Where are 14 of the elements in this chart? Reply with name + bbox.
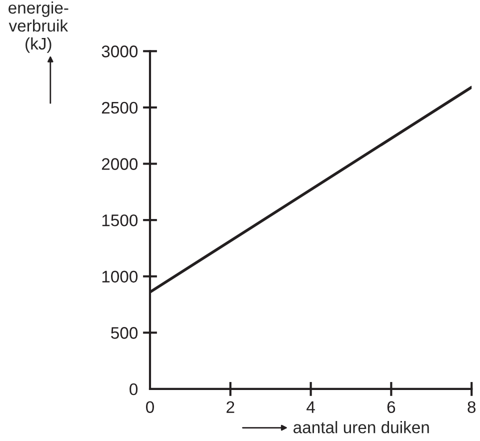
y-tick-label: 1500 — [102, 214, 138, 226]
x-tick-label: 2 — [226, 401, 234, 413]
y-tick-label: 1000 — [102, 270, 138, 283]
y-tick-label: 2500 — [102, 102, 138, 114]
x-tick-label: 6 — [387, 401, 396, 414]
y-tick-label: 3000 — [102, 46, 138, 58]
y-tick-label: 0 — [130, 383, 138, 396]
x-axis-title: aantal uren duiken — [294, 421, 429, 434]
x-tick-label: 4 — [306, 401, 315, 413]
x-tick-label: 8 — [468, 401, 476, 414]
x-tick-label: 0 — [146, 401, 154, 414]
y-tick-label: 2000 — [102, 158, 138, 170]
y-axis-title: energie- verbruik (kJ) — [8, 1, 68, 53]
y-tick-label: 500 — [111, 327, 138, 339]
